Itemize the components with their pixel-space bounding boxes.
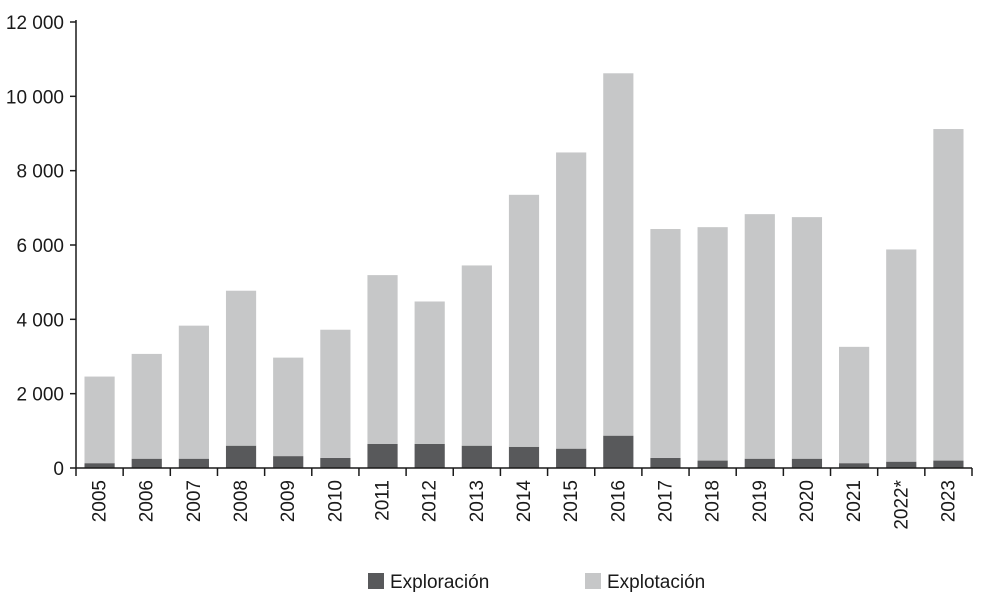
y-tick-label: 6 000	[16, 236, 64, 257]
bar-exploracion-2022	[886, 461, 917, 468]
bar-explotacion-2016	[603, 73, 634, 436]
bar-explotacion-2008	[225, 290, 257, 446]
y-tick-label: 0	[53, 459, 64, 480]
x-tick-label: 2014	[514, 480, 535, 523]
bars-group	[84, 73, 964, 468]
bar-explotacion-2018	[697, 227, 728, 461]
x-tick-label: 2007	[184, 480, 205, 522]
bar-explotacion-2009	[273, 357, 304, 457]
bar-exploracion-2020	[791, 458, 823, 468]
bar-exploracion-2006	[131, 458, 162, 468]
bar-exploracion-2013	[461, 445, 492, 468]
x-tick-label: 2008	[231, 480, 252, 522]
bar-exploracion-2010	[320, 457, 351, 468]
bar-explotacion-2022	[886, 249, 917, 462]
bar-exploracion-2016	[603, 435, 634, 468]
bar-exploracion-2005	[84, 463, 115, 468]
y-axis: 0 2 000 4 000 6 000 8 000 10 000 12 000	[6, 13, 77, 480]
bar-exploracion-2017	[650, 457, 681, 468]
bar-exploracion-2009	[273, 456, 304, 468]
bar-explotacion-2023	[933, 129, 964, 461]
x-tick-label: 2005	[90, 480, 111, 522]
x-tick-label: 2011	[373, 480, 394, 521]
x-tick-label: 2018	[703, 480, 724, 522]
bar-exploracion-2021	[839, 463, 870, 468]
x-tick-label: 2013	[467, 480, 488, 522]
x-tick-label: 2021	[844, 480, 865, 522]
x-tick-label: 2010	[325, 480, 346, 522]
bar-explotacion-2006	[131, 353, 162, 459]
bar-exploracion-2008	[225, 445, 257, 468]
bar-exploracion-2018	[697, 460, 728, 468]
y-tick-label: 8 000	[16, 162, 64, 183]
bar-explotacion-2014	[508, 194, 540, 447]
x-axis: 2005 2006 2007 2008 2009 2010 2011 2012 2013 2014…	[75, 467, 973, 530]
y-tick-label: 4 000	[16, 310, 64, 331]
bar-explotacion-2013	[461, 265, 492, 446]
bar-explotacion-2019	[744, 214, 775, 459]
y-tick-label: 10 000	[6, 87, 64, 108]
bar-exploracion-2012	[414, 443, 445, 468]
legend-swatch-exploracion	[368, 573, 384, 589]
bar-explotacion-2007	[178, 325, 209, 459]
bar-explotacion-2015	[556, 152, 587, 449]
bar-explotacion-2017	[650, 229, 681, 458]
bar-explotacion-2020	[791, 217, 823, 459]
bar-explotacion-2010	[320, 329, 351, 458]
bar-explotacion-2012	[414, 301, 445, 444]
bar-explotacion-2021	[839, 346, 870, 464]
bar-exploracion-2014	[508, 446, 540, 468]
x-tick-label: 2006	[137, 480, 158, 522]
x-tick-label: 2015	[561, 480, 582, 522]
x-tick-label: 2023	[938, 480, 959, 522]
bar-exploracion-2007	[178, 458, 209, 468]
x-tick-label: 2012	[420, 480, 441, 522]
y-tick-label: 12 000	[6, 13, 64, 34]
legend-label-explotacion: Explotación	[607, 572, 705, 593]
legend-label-exploracion: Exploración	[390, 572, 489, 593]
x-tick-label: 2009	[278, 480, 299, 522]
bar-explotacion-2011	[367, 275, 398, 444]
legend-swatch-explotacion	[585, 573, 601, 589]
x-tick-label: 2019	[750, 480, 771, 522]
bar-exploracion-2011	[367, 443, 398, 468]
bar-exploracion-2023	[933, 460, 964, 468]
x-tick-label: 2017	[655, 480, 676, 522]
x-tick-label: 2016	[608, 480, 629, 522]
bar-exploracion-2015	[556, 448, 587, 468]
legend: Exploración Explotación	[368, 572, 705, 593]
bar-explotacion-2005	[84, 376, 115, 464]
y-tick-label: 2 000	[16, 385, 64, 406]
x-tick-label: 2022*	[891, 479, 912, 529]
bar-exploracion-2019	[744, 458, 775, 468]
x-tick-label: 2020	[797, 480, 818, 522]
